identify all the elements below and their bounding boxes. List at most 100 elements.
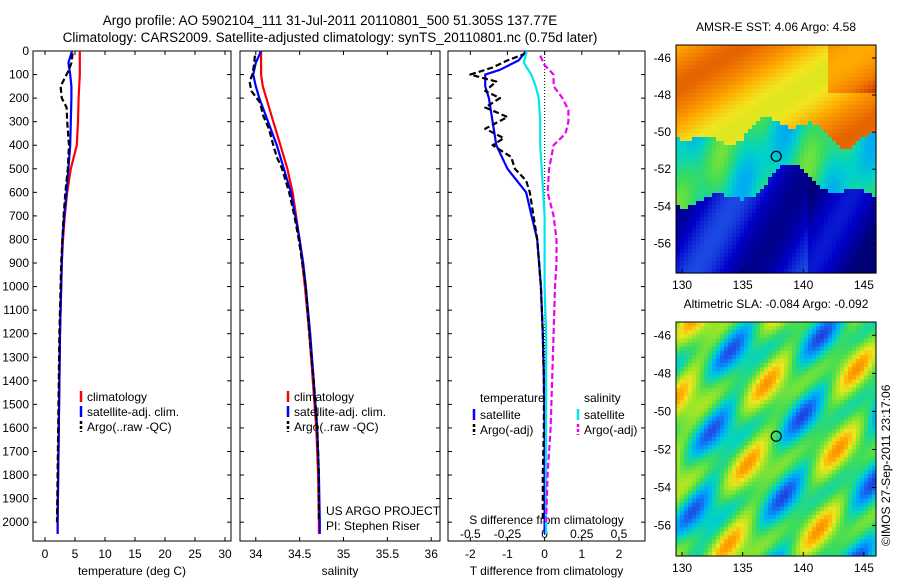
field-cell xyxy=(684,137,689,142)
field-cell xyxy=(732,408,737,413)
field-cell xyxy=(820,125,825,130)
field-cell xyxy=(792,193,797,198)
field-cell xyxy=(676,269,681,274)
field-cell xyxy=(688,465,693,471)
field-cell xyxy=(856,185,861,190)
field-cell xyxy=(864,49,869,54)
field-cell xyxy=(764,257,769,262)
field-cell xyxy=(700,400,705,405)
field-cell xyxy=(824,424,829,430)
field-cell xyxy=(848,269,853,274)
field-cell xyxy=(792,428,797,434)
field-cell xyxy=(684,453,689,459)
field-cell xyxy=(756,125,761,130)
field-cell xyxy=(784,363,789,368)
field-cell xyxy=(796,45,801,50)
field-cell xyxy=(744,117,749,122)
field-cell xyxy=(704,49,709,54)
field-cell xyxy=(700,189,705,194)
field-cell xyxy=(764,169,769,174)
field-cell xyxy=(764,269,769,274)
field-cell xyxy=(744,189,749,194)
field-cell xyxy=(816,93,821,98)
field-cell xyxy=(828,237,833,242)
field-cell xyxy=(692,157,697,162)
field-cell xyxy=(712,177,717,182)
field-cell xyxy=(844,338,849,344)
field-cell xyxy=(748,121,753,126)
field-cell xyxy=(812,125,817,130)
field-cell xyxy=(772,371,777,376)
field-cell xyxy=(744,217,749,222)
field-cell xyxy=(820,404,825,409)
field-cell xyxy=(800,416,805,422)
field-cell xyxy=(756,173,761,178)
field-cell xyxy=(808,412,813,418)
field-cell xyxy=(824,241,829,246)
field-cell xyxy=(692,363,697,368)
field-cell xyxy=(872,375,877,381)
field-cell xyxy=(744,109,749,114)
field-cell xyxy=(728,69,733,74)
field-cell xyxy=(704,334,709,340)
field-cell xyxy=(864,69,869,74)
field-cell xyxy=(800,73,805,78)
field-cell xyxy=(792,395,797,401)
field-cell xyxy=(688,371,693,376)
field-cell xyxy=(788,363,793,368)
field-cell xyxy=(808,181,813,186)
field-cell xyxy=(688,363,693,368)
field-cell xyxy=(824,334,829,340)
field-cell xyxy=(680,141,685,146)
field-cell xyxy=(728,371,733,376)
field-cell xyxy=(696,85,701,90)
field-cell xyxy=(872,453,877,459)
field-cell xyxy=(776,113,781,118)
field-cell xyxy=(832,233,837,238)
map-title: AMSR-E SST: 4.06 Argo: 4.58 xyxy=(696,20,856,34)
field-cell xyxy=(796,169,801,174)
field-cell xyxy=(784,420,789,426)
field-cell xyxy=(812,237,817,242)
field-cell xyxy=(780,113,785,118)
field-cell xyxy=(724,445,729,450)
field-cell xyxy=(716,69,721,74)
field-cell xyxy=(708,129,713,134)
field-cell xyxy=(816,469,821,475)
field-cell xyxy=(752,245,757,250)
field-cell xyxy=(764,173,769,178)
field-cell xyxy=(844,457,849,463)
field-cell xyxy=(768,326,773,331)
field-cell xyxy=(784,201,789,206)
field-cell xyxy=(688,73,693,78)
field-cell xyxy=(860,61,865,66)
field-cell xyxy=(852,61,857,66)
field-cell xyxy=(868,69,873,74)
field-cell xyxy=(720,326,725,331)
field-cell xyxy=(756,428,761,434)
field-cell xyxy=(720,109,725,114)
field-cell xyxy=(680,346,685,352)
field-cell xyxy=(768,391,773,397)
field-cell xyxy=(808,346,813,352)
field-cell xyxy=(756,65,761,70)
field-cell xyxy=(744,161,749,166)
field-cell xyxy=(832,81,837,86)
field-cell xyxy=(756,326,761,331)
field-cell xyxy=(864,420,869,426)
field-cell xyxy=(676,133,681,138)
field-cell xyxy=(848,113,853,118)
field-cell xyxy=(804,269,809,274)
field-cell xyxy=(820,257,825,262)
field-cell xyxy=(776,117,781,122)
field-cell xyxy=(872,261,877,266)
field-cell xyxy=(688,322,693,327)
field-cell xyxy=(848,177,853,182)
field-cell xyxy=(736,233,741,238)
field-cell xyxy=(824,420,829,426)
field-cell xyxy=(816,379,821,385)
field-cell xyxy=(804,93,809,98)
field-cell xyxy=(816,367,821,372)
field-cell xyxy=(728,125,733,130)
field-cell xyxy=(756,391,761,397)
